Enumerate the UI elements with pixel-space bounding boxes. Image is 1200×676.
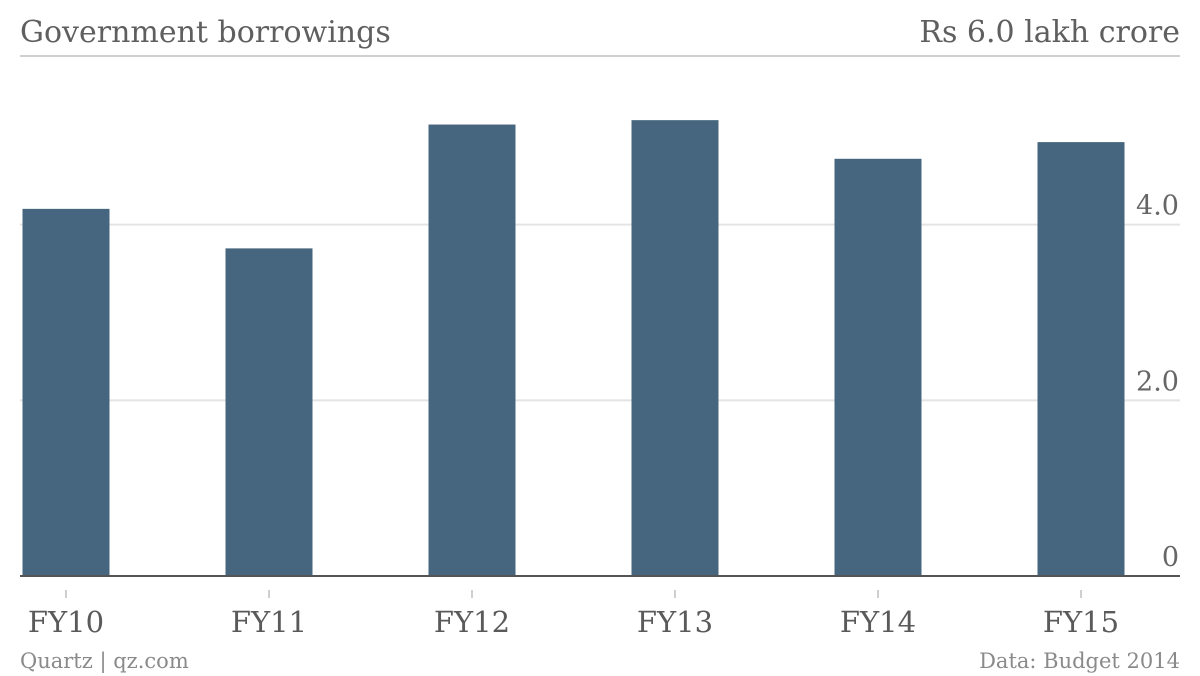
bar-fy10 — [22, 208, 110, 576]
x-tick-label: FY13 — [637, 605, 713, 639]
bar-fy14 — [834, 158, 922, 576]
y-tick-label: 4.0 — [1136, 191, 1179, 222]
bar-fy12 — [428, 124, 516, 576]
x-tick-label: FY14 — [840, 605, 916, 639]
bar-fy15 — [1037, 142, 1125, 576]
x-tick-label: FY15 — [1043, 605, 1119, 639]
chart-title: Government borrowings — [20, 15, 391, 50]
y-tick-label: 0 — [1162, 542, 1179, 573]
y-tick-label: 2.0 — [1136, 366, 1179, 397]
source-text: Data: Budget 2014 — [979, 649, 1180, 673]
x-tick-label: FY12 — [434, 605, 510, 639]
chart-unit-label: Rs 6.0 lakh crore — [919, 15, 1180, 50]
x-tick-label: FY10 — [28, 605, 104, 639]
bars — [22, 120, 1125, 577]
gridlines — [20, 223, 1180, 402]
bar-fy13 — [631, 120, 719, 577]
y-axis-ticks: 0 2.0 4.0 — [1136, 191, 1179, 573]
bar-fy11 — [225, 248, 313, 577]
x-axis-ticks: FY10 FY11 FY12 FY13 FY14 FY15 — [28, 590, 1119, 639]
x-tick-label: FY11 — [231, 605, 307, 639]
credit-text: Quartz | qz.com — [20, 649, 189, 674]
